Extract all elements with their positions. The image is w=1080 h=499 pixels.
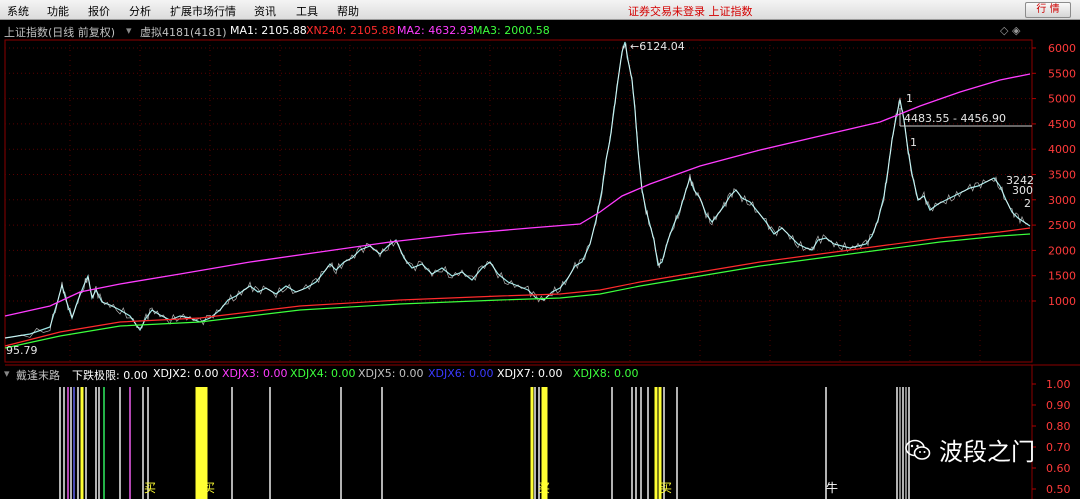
quote-button[interactable]: 行 情 — [1025, 2, 1071, 18]
indicator-info-bar: 上证指数(日线 前复权) ▾ 虚拟4181(4181) MA1: 2105.88… — [0, 21, 1080, 39]
menu-tools[interactable]: 工具 — [296, 5, 318, 18]
menu-news[interactable]: 资讯 — [254, 5, 276, 18]
sub-dropdown-icon[interactable]: ▾ — [4, 367, 10, 380]
price-tick-label: 4000 — [1048, 143, 1076, 156]
price-tick-label: 1000 — [1048, 295, 1076, 308]
menu-quote[interactable]: 报价 — [88, 5, 110, 18]
sub-indicator-value-7: XDJX7: 0.00 — [497, 367, 563, 380]
chart-annotation: 4483.55 - 4456.90 — [904, 112, 1006, 125]
xn240-line — [4, 227, 1031, 347]
sub-indicator-value-8: XDJX8: 0.00 — [573, 367, 639, 380]
signal-glyph: 买 — [144, 481, 156, 495]
sub-indicator-value-2: XDJX2: 0.00 — [153, 367, 219, 380]
xn240-label: XN240: 2105.88 — [306, 24, 396, 37]
menu-function[interactable]: 功能 — [47, 5, 69, 18]
price-tick-label: 3500 — [1048, 169, 1076, 182]
main-panel-border — [4, 39, 1033, 363]
chart-annotation: 95.79 — [6, 344, 38, 357]
sub-indicator-value-6: XDJX6: 0.00 — [428, 367, 494, 380]
menu-extended-market[interactable]: 扩展市场行情 — [170, 5, 236, 18]
sub-tick-label: 0.50 — [1046, 483, 1071, 496]
price-tick-label: 2500 — [1048, 219, 1076, 232]
price-tick-label: 1500 — [1048, 270, 1076, 283]
sub-tick-label: 0.90 — [1046, 399, 1071, 412]
menu-system[interactable]: 系统 — [7, 5, 29, 18]
login-status: 证券交易未登录 上证指数 — [628, 5, 753, 18]
index-title: 上证指数(日线 前复权) — [4, 26, 116, 39]
sub-indicator-value-1: 下跌极限: 0.00 — [72, 369, 148, 382]
price-tick-label: 5000 — [1048, 93, 1076, 106]
price-line-detail — [4, 42, 1029, 339]
sub-tick-label: 0.80 — [1046, 420, 1071, 433]
ma3-label: MA3: 2000.58 — [473, 24, 550, 37]
menu-bar: 系统 功能 报价 分析 扩展市场行情 资讯 工具 帮助 证券交易未登录 上证指数… — [0, 0, 1080, 20]
ma2-line — [4, 73, 1031, 317]
chart-annotation: 1 — [910, 136, 917, 149]
menu-help[interactable]: 帮助 — [337, 5, 359, 18]
virtual-label: 虚拟4181(4181) — [140, 26, 227, 39]
sub-tick-label: 0.60 — [1046, 462, 1071, 475]
price-tick-label: 2000 — [1048, 244, 1076, 257]
signal-glyph: 牛 — [826, 480, 838, 495]
ma3-line — [4, 233, 1031, 349]
chart-annotation: 300 — [1012, 184, 1033, 197]
signal-glyph: 买 — [538, 481, 550, 495]
chart-annotation: 2 — [1024, 197, 1031, 210]
ma1-label: MA1: 2105.88 — [230, 24, 307, 37]
watermark: 波段之门 — [905, 432, 1035, 467]
chart-annotation: ←6124.04 — [630, 40, 685, 53]
chart-annotation: 1 — [906, 92, 913, 105]
chart-annotation: 3242 — [1006, 174, 1034, 187]
price-tick-label: 6000 — [1048, 42, 1076, 55]
price-tick-label: 3000 — [1048, 194, 1076, 207]
wechat-icon — [905, 439, 931, 460]
sub-indicator-value-3: XDJX3: 0.00 — [222, 367, 288, 380]
signal-glyph: 买 — [660, 481, 672, 495]
sub-tick-label: 1.00 — [1046, 378, 1071, 391]
signal-glyph: 买 — [203, 481, 215, 495]
sub-indicator-value-5: XDJX5: 0.00 — [358, 367, 424, 380]
sub-indicator-name: 戴逢末路 — [16, 369, 60, 382]
sub-indicator-value-4: XDJX4: 0.00 — [290, 367, 356, 380]
watermark-text: 波段之门 — [939, 438, 1035, 466]
price-line — [4, 41, 1031, 339]
menu-analysis[interactable]: 分析 — [129, 5, 151, 18]
dropdown-icon[interactable]: ▾ — [126, 24, 132, 37]
sub-tick-label: 0.70 — [1046, 441, 1071, 454]
corner-icons[interactable]: ◇ ◈ — [1000, 24, 1021, 37]
ma2-label: MA2: 4632.93 — [397, 24, 474, 37]
price-tick-label: 4500 — [1048, 118, 1076, 131]
price-tick-label: 5500 — [1048, 67, 1076, 80]
